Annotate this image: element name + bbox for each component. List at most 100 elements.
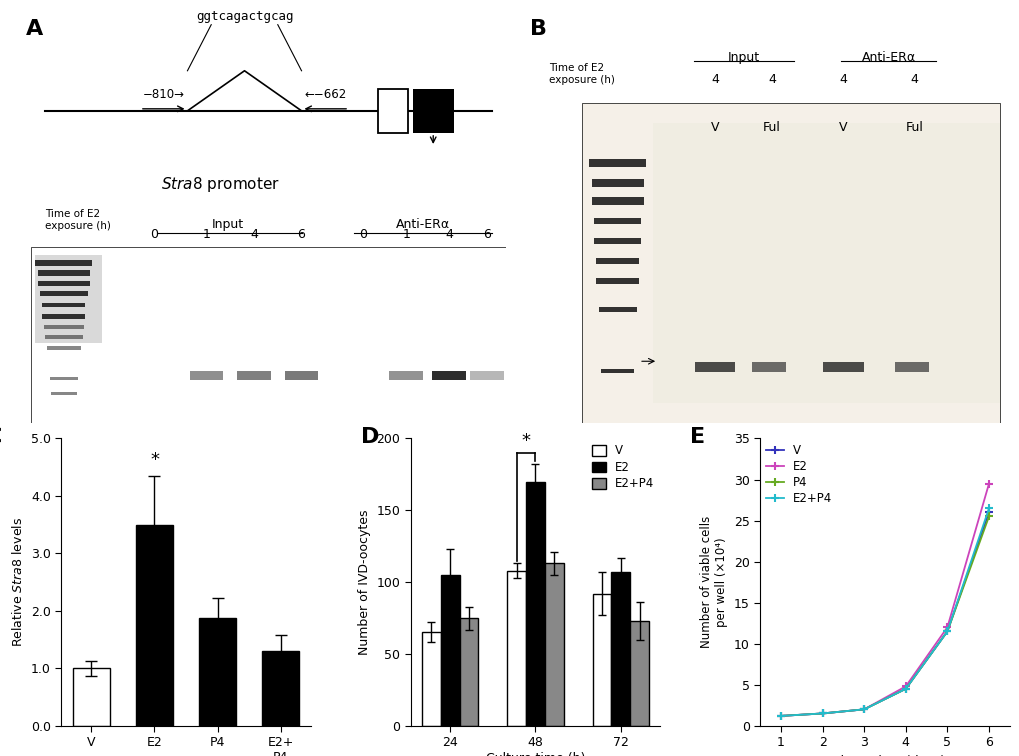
Y-axis label: Relative $\it{Stra8}$ levels: Relative $\it{Stra8}$ levels xyxy=(11,517,25,647)
Text: ggtcagactgcag: ggtcagactgcag xyxy=(196,10,293,23)
Bar xyxy=(593,218,641,225)
Line: P4: P4 xyxy=(776,513,993,720)
Bar xyxy=(440,575,460,726)
Bar xyxy=(31,247,505,423)
Text: −810→: −810→ xyxy=(143,88,184,101)
P4 xyxy=(774,711,787,720)
Bar xyxy=(199,618,236,726)
Bar xyxy=(506,571,526,726)
E2+P4 xyxy=(857,705,869,714)
Text: B: B xyxy=(529,19,546,39)
E2 xyxy=(899,682,911,691)
Bar xyxy=(36,260,93,266)
Text: 4: 4 xyxy=(250,228,258,241)
Bar xyxy=(598,307,636,311)
Bar xyxy=(422,632,440,726)
P4 xyxy=(941,627,953,636)
E2 xyxy=(857,705,869,714)
Bar xyxy=(589,159,645,167)
Text: 6: 6 xyxy=(483,228,490,241)
Text: C: C xyxy=(0,427,3,447)
V xyxy=(774,711,787,720)
Text: ←−662: ←−662 xyxy=(304,88,346,101)
Text: Time of E2
exposure (h): Time of E2 exposure (h) xyxy=(548,63,614,85)
Bar xyxy=(591,179,643,187)
Text: 4: 4 xyxy=(710,73,718,85)
V xyxy=(941,627,953,636)
E2+P4 xyxy=(982,503,995,513)
Bar xyxy=(262,651,300,726)
Legend: V, E2, P4, E2+P4: V, E2, P4, E2+P4 xyxy=(765,445,832,505)
Bar xyxy=(630,621,648,726)
E2+P4 xyxy=(774,711,787,720)
Bar xyxy=(751,362,786,372)
Bar xyxy=(596,278,639,284)
Bar xyxy=(38,271,90,276)
Text: V: V xyxy=(839,121,847,134)
Text: Anti-ERα: Anti-ERα xyxy=(395,218,449,231)
Bar xyxy=(47,346,81,350)
Bar xyxy=(894,362,928,372)
E2+P4 xyxy=(899,684,911,693)
Text: 1: 1 xyxy=(401,228,410,241)
Bar xyxy=(822,362,863,372)
Bar xyxy=(591,197,643,205)
P4 xyxy=(815,709,827,718)
Text: Input: Input xyxy=(727,51,759,64)
E2 xyxy=(941,623,953,632)
Text: Ful: Ful xyxy=(762,121,781,134)
Text: Anti-ERα: Anti-ERα xyxy=(861,51,915,64)
P4 xyxy=(857,705,869,714)
Bar xyxy=(592,593,610,726)
V xyxy=(982,508,995,517)
Bar xyxy=(51,392,76,395)
Bar xyxy=(470,371,503,380)
X-axis label: Culture time (h): Culture time (h) xyxy=(485,752,585,756)
Bar xyxy=(237,371,270,380)
Text: Time of E2
exposure (h): Time of E2 exposure (h) xyxy=(45,209,111,231)
Y-axis label: Number of IVD-oocytes: Number of IVD-oocytes xyxy=(358,510,371,655)
Text: $\it{Stra8}$ promoter: $\it{Stra8}$ promoter xyxy=(161,175,280,194)
Text: 0: 0 xyxy=(150,228,158,241)
P4 xyxy=(899,684,911,693)
Line: E2: E2 xyxy=(776,479,993,720)
Bar xyxy=(40,290,88,296)
Bar xyxy=(36,255,102,343)
V xyxy=(857,705,869,714)
V xyxy=(815,709,827,718)
Bar xyxy=(413,88,453,133)
Text: D: D xyxy=(361,427,379,447)
Line: E2+P4: E2+P4 xyxy=(776,504,993,720)
E2+P4 xyxy=(815,709,827,718)
Bar xyxy=(44,325,84,329)
Text: 6: 6 xyxy=(298,228,305,241)
Text: Ful: Ful xyxy=(905,121,923,134)
Bar xyxy=(136,525,173,726)
Bar xyxy=(389,371,422,380)
Text: A: A xyxy=(25,19,43,39)
Y-axis label: Number of viable cells
per well (×10⁴): Number of viable cells per well (×10⁴) xyxy=(700,516,728,648)
Bar xyxy=(694,362,735,372)
E2 xyxy=(982,479,995,488)
P4 xyxy=(982,512,995,521)
Bar xyxy=(582,103,1000,423)
Bar xyxy=(72,668,110,726)
Text: *: * xyxy=(150,451,159,469)
Text: *: * xyxy=(521,432,530,450)
Bar xyxy=(43,303,86,308)
Bar xyxy=(460,618,478,726)
Text: 4: 4 xyxy=(444,228,452,241)
Bar xyxy=(610,572,630,726)
Bar xyxy=(38,280,90,286)
Text: 4: 4 xyxy=(839,73,847,85)
Text: 4: 4 xyxy=(767,73,775,85)
Bar xyxy=(600,369,634,373)
Line: V: V xyxy=(776,508,993,720)
Text: Input: Input xyxy=(212,218,244,231)
Bar xyxy=(652,123,1000,404)
X-axis label: Culture time (days): Culture time (days) xyxy=(823,754,945,756)
Bar xyxy=(190,371,223,380)
V xyxy=(899,684,911,693)
Text: 4: 4 xyxy=(910,73,918,85)
Text: V: V xyxy=(710,121,718,134)
